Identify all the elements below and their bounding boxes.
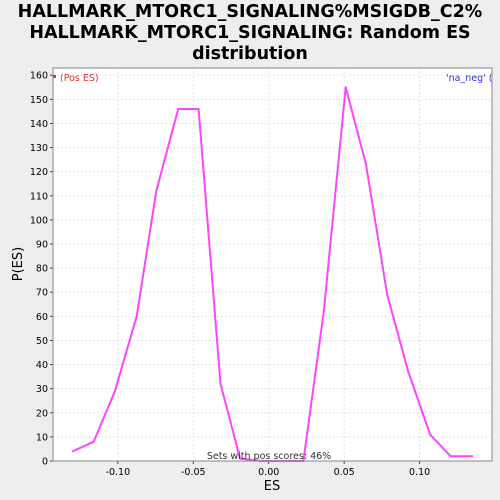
y-tick-label: 130 [30,143,48,154]
data-point [344,86,347,89]
y-tick-label: 80 [36,264,48,275]
data-point [135,315,138,318]
data-point [219,382,222,385]
y-tick-label: 160 [30,71,48,82]
y-tick-label: 40 [36,360,48,371]
y-tick-label: 30 [36,384,48,395]
legend-item-pos-es: (Pos ES) [60,73,99,84]
plot-background [53,68,492,461]
x-tick-label: 0.05 [334,467,355,478]
data-point [429,433,432,436]
y-tick-label: 120 [30,167,48,178]
y-tick-label: 20 [36,408,48,419]
y-tick-label: 150 [30,95,48,106]
data-point [365,163,367,166]
x-tick-label: 0.00 [258,467,279,478]
y-tick-label: 140 [30,119,48,130]
data-point [386,293,389,296]
data-point [177,108,180,110]
y-tick-label: 90 [36,240,48,251]
chart-title-line-1: HALLMARK_MTORC1_SIGNALING%MSIGDB_C2% [17,2,483,22]
y-tick-label: 70 [36,288,48,299]
data-point [239,457,241,460]
chart-title-line-2: HALLMARK_MTORC1_SIGNALING: Random ES [29,23,471,43]
pos-scores-annotation: Sets with pos scores: 46% [207,451,331,462]
y-tick-label: 100 [30,215,48,226]
data-point [471,455,474,458]
y-tick-label: 60 [36,312,48,323]
data-point [113,390,116,392]
data-point [322,310,325,313]
y-tick-label: 0 [42,457,48,468]
data-point [449,455,452,458]
x-tick-label: -0.05 [181,467,206,478]
x-axis-label: ES [264,479,280,494]
legend-item-na-neg: 'na_neg' ( [446,73,492,84]
y-axis-label: P(ES) [11,247,26,281]
data-point [407,370,410,373]
data-point [71,450,74,453]
y-tick-label: 110 [30,191,48,202]
data-point [155,190,158,192]
x-tick-label: 0.10 [409,467,430,478]
chart-title-line-3: distribution [192,44,308,64]
data-point [197,108,200,110]
x-tick-label: -0.10 [106,467,131,478]
chart-title: HALLMARK_MTORC1_SIGNALING%MSIGDB_C2% HAL… [0,2,500,65]
legend-marker-pos-es [53,75,56,78]
y-tick-label: 10 [36,432,48,443]
axis-ticks: 0 10 20 30 40 50 60 70 80 90 100 110 120 130 140 150 160… [30,71,430,478]
data-point [92,440,95,443]
plot-frame [52,67,493,462]
y-tick-label: 50 [36,336,48,347]
